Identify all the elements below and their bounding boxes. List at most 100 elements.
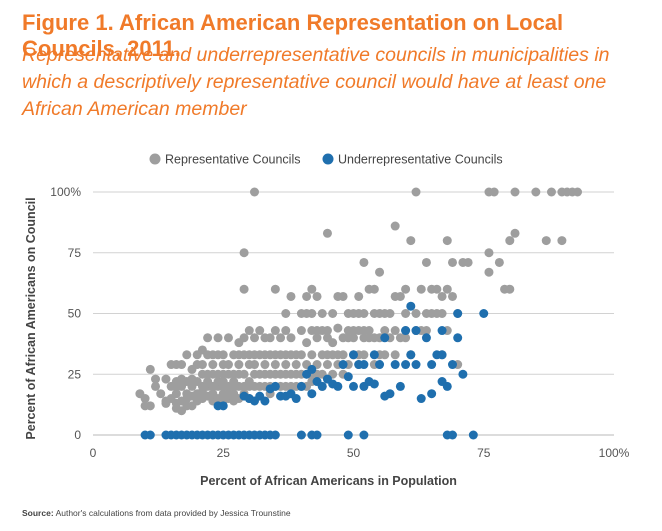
data-point-underrepresentative xyxy=(427,360,437,370)
data-point-representative xyxy=(281,326,291,336)
data-point-representative xyxy=(203,333,213,343)
data-point-representative xyxy=(296,350,306,360)
x-tick-label: 100% xyxy=(599,446,630,460)
data-point-representative xyxy=(390,326,400,336)
data-point-underrepresentative xyxy=(453,309,463,318)
data-point-underrepresentative xyxy=(437,326,447,336)
data-point-representative xyxy=(401,309,411,318)
data-point-underrepresentative xyxy=(458,369,468,379)
data-point-representative xyxy=(239,284,249,294)
data-point-representative xyxy=(270,360,280,370)
data-point-representative xyxy=(322,326,332,336)
data-point-representative xyxy=(510,228,520,238)
legend-label: Representative Councils xyxy=(165,153,301,167)
legend-marker xyxy=(149,153,161,165)
data-point-representative xyxy=(406,236,416,246)
data-point-underrepresentative xyxy=(395,381,405,391)
data-point-representative xyxy=(234,360,244,370)
data-point-representative xyxy=(250,187,260,197)
data-point-underrepresentative xyxy=(427,389,437,399)
x-axis-title: Percent of African Americans in Populati… xyxy=(200,474,457,488)
figure-subtitle: Representative and underrepresentative c… xyxy=(22,44,610,120)
x-tick-label: 25 xyxy=(217,446,231,460)
data-point-representative xyxy=(401,284,411,294)
data-point-representative xyxy=(437,291,447,301)
data-point-representative xyxy=(375,267,385,277)
data-point-representative xyxy=(349,333,358,343)
data-point-underrepresentative xyxy=(406,350,416,360)
data-point-representative xyxy=(239,369,249,379)
y-tick-label: 50 xyxy=(68,307,82,321)
data-point-representative xyxy=(369,284,379,294)
data-point-underrepresentative xyxy=(442,381,452,391)
data-point-underrepresentative xyxy=(359,360,369,370)
data-point-representative xyxy=(328,338,338,348)
data-point-representative xyxy=(244,326,254,336)
x-tick-label: 50 xyxy=(347,446,361,460)
data-point-underrepresentative xyxy=(296,381,306,391)
y-tick-label: 100% xyxy=(50,185,81,199)
data-point-representative xyxy=(531,187,541,197)
data-point-representative xyxy=(505,236,515,246)
legend-label: Underrepresentative Councils xyxy=(338,153,503,167)
y-axis-title: Percent of African Americans on Council xyxy=(24,197,38,439)
data-point-underrepresentative xyxy=(447,360,457,370)
data-point-underrepresentative xyxy=(343,430,353,440)
data-point-representative xyxy=(208,360,218,370)
data-point-representative xyxy=(322,360,332,370)
data-point-representative xyxy=(307,309,317,318)
data-point-representative xyxy=(421,257,431,267)
data-point-representative xyxy=(286,291,296,301)
figure-title: Figure 1. African American Representatio… xyxy=(22,10,564,61)
data-point-representative xyxy=(239,333,249,343)
data-point-representative xyxy=(270,284,280,294)
source-text: Author's calculations from data provided… xyxy=(55,508,291,518)
data-point-representative xyxy=(380,326,390,336)
data-point-underrepresentative xyxy=(447,430,457,440)
data-point-representative xyxy=(197,360,207,370)
data-point-representative xyxy=(494,257,504,267)
data-point-representative xyxy=(359,257,369,267)
data-point-representative xyxy=(546,187,556,197)
data-point-underrepresentative xyxy=(349,350,358,360)
data-point-underrepresentative xyxy=(312,430,322,440)
data-point-underrepresentative xyxy=(385,389,395,399)
data-point-underrepresentative xyxy=(369,350,379,360)
data-point-underrepresentative xyxy=(307,389,317,399)
data-point-representative xyxy=(432,284,442,294)
data-point-representative xyxy=(276,333,286,343)
data-point-underrepresentative xyxy=(333,381,343,391)
data-point-underrepresentative xyxy=(307,364,317,374)
data-point-representative xyxy=(255,326,265,336)
data-point-representative xyxy=(281,309,291,318)
x-tick-label: 75 xyxy=(477,446,491,460)
data-point-underrepresentative xyxy=(411,326,421,336)
data-point-representative xyxy=(281,360,291,370)
data-point-representative xyxy=(395,291,405,301)
data-point-underrepresentative xyxy=(317,381,327,391)
data-point-representative xyxy=(442,236,452,246)
data-point-representative xyxy=(223,360,233,370)
data-point-representative xyxy=(338,291,348,301)
data-point-underrepresentative xyxy=(468,430,478,440)
data-point-underrepresentative xyxy=(401,326,411,336)
data-point-representative xyxy=(390,221,400,231)
data-point-underrepresentative xyxy=(218,401,228,411)
data-point-representative xyxy=(171,389,181,399)
data-point-representative xyxy=(354,291,364,301)
data-point-representative xyxy=(223,333,233,343)
data-point-representative xyxy=(328,309,338,318)
source-label: Source: xyxy=(22,508,54,518)
data-point-underrepresentative xyxy=(416,394,426,404)
data-point-representative xyxy=(286,333,296,343)
data-point-representative xyxy=(260,360,270,370)
data-point-representative xyxy=(140,394,150,404)
data-point-underrepresentative xyxy=(369,379,379,389)
data-point-representative xyxy=(145,401,155,411)
y-tick-label: 25 xyxy=(68,367,82,381)
data-point-underrepresentative xyxy=(296,430,306,440)
data-point-representative xyxy=(484,248,494,258)
data-point-underrepresentative xyxy=(270,430,280,440)
data-point-representative xyxy=(218,350,228,360)
data-point-underrepresentative xyxy=(479,309,489,318)
